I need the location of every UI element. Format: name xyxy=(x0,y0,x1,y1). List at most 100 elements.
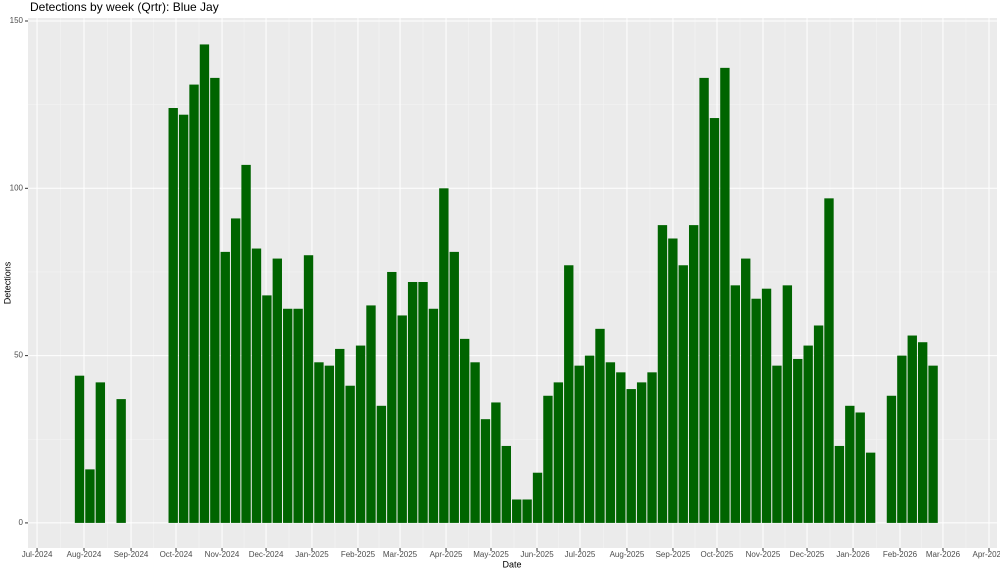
bar xyxy=(553,382,564,523)
bar xyxy=(293,308,303,523)
bar xyxy=(907,335,917,523)
bar xyxy=(418,281,428,523)
bar xyxy=(199,44,210,523)
bar xyxy=(616,372,626,523)
bar xyxy=(439,188,449,523)
bar xyxy=(314,362,324,523)
x-tick-label: Aug-2025 xyxy=(610,550,645,559)
bar xyxy=(855,412,865,523)
bar xyxy=(886,395,897,523)
bar xyxy=(803,345,813,523)
bar xyxy=(772,365,782,523)
bar xyxy=(85,469,95,523)
x-tick-label: Nov-2025 xyxy=(746,550,781,559)
x-tick-label: Jan-2025 xyxy=(295,550,329,559)
bar xyxy=(449,251,459,523)
bar xyxy=(897,355,907,523)
bar xyxy=(522,499,532,523)
bar xyxy=(210,77,220,523)
bar xyxy=(220,251,230,523)
bar xyxy=(678,265,688,523)
bar xyxy=(512,499,522,523)
x-tick-label: May-2025 xyxy=(473,550,509,559)
x-tick-label: Apr-2025 xyxy=(430,550,463,559)
bar xyxy=(491,402,501,523)
x-tick-label: Oct-2024 xyxy=(160,550,193,559)
bar xyxy=(688,225,699,523)
bar xyxy=(459,338,470,523)
bar xyxy=(761,288,772,523)
bar xyxy=(345,385,355,523)
bar xyxy=(397,315,407,523)
bar xyxy=(709,118,720,523)
bar xyxy=(813,325,824,523)
x-tick-label: Jun-2025 xyxy=(520,550,554,559)
bar xyxy=(647,372,657,523)
y-tick-label: 100 xyxy=(10,183,24,192)
bar xyxy=(241,164,251,523)
bar xyxy=(324,365,335,523)
bar xyxy=(262,295,272,523)
chart-title: Detections by week (Qrtr): Blue Jay xyxy=(30,0,219,14)
bar xyxy=(730,285,740,523)
bar xyxy=(189,84,199,523)
x-tick-label: Aug-2024 xyxy=(67,550,102,559)
x-tick-label: Dec-2024 xyxy=(249,550,284,559)
bar xyxy=(741,258,751,523)
bar xyxy=(480,419,491,523)
bar xyxy=(574,365,584,523)
bar xyxy=(74,375,85,523)
x-tick-label: Apr-2026 xyxy=(973,550,1000,559)
bar xyxy=(283,308,293,523)
x-tick-label: Mar-2026 xyxy=(926,550,961,559)
bar xyxy=(928,365,938,523)
bar xyxy=(428,308,439,523)
x-tick-label: Nov-2024 xyxy=(205,550,240,559)
y-tick-label: 0 xyxy=(19,518,24,527)
bar xyxy=(584,355,595,523)
bar xyxy=(636,382,647,523)
bar xyxy=(116,399,126,523)
x-tick-label: Jul-2024 xyxy=(22,550,53,559)
bar xyxy=(335,348,345,523)
bar xyxy=(168,108,178,523)
bar xyxy=(845,405,855,523)
bar xyxy=(751,298,761,523)
bar xyxy=(595,328,605,523)
bar xyxy=(95,382,106,523)
x-tick-label: Sep-2024 xyxy=(114,550,149,559)
bar xyxy=(376,405,387,523)
x-tick-label: Feb-2025 xyxy=(341,550,376,559)
bar xyxy=(865,452,876,523)
bar xyxy=(917,342,928,523)
bar xyxy=(793,358,803,523)
bar xyxy=(501,445,511,523)
x-tick-label: Oct-2025 xyxy=(701,550,734,559)
bar xyxy=(387,271,397,523)
bar xyxy=(366,305,376,523)
x-tick-label: Dec-2025 xyxy=(790,550,825,559)
bar xyxy=(230,218,241,523)
bar xyxy=(699,77,709,523)
bar xyxy=(657,225,668,523)
bar xyxy=(303,255,314,523)
bar xyxy=(272,258,282,523)
x-tick-label: Jan-2026 xyxy=(836,550,870,559)
bar xyxy=(532,472,543,523)
bar xyxy=(720,67,730,523)
bar xyxy=(605,362,616,523)
bar xyxy=(564,265,574,523)
y-tick-label: 50 xyxy=(14,351,23,360)
bar xyxy=(834,445,845,523)
x-tick-label: Jul-2025 xyxy=(565,550,596,559)
y-tick-label: 150 xyxy=(10,16,24,25)
bar xyxy=(407,281,418,523)
x-tick-label: Feb-2026 xyxy=(883,550,918,559)
x-tick-label: Mar-2025 xyxy=(383,550,418,559)
x-tick-label: Sep-2025 xyxy=(656,550,691,559)
y-axis-title: Detections xyxy=(2,261,12,304)
bar xyxy=(626,389,636,523)
bar xyxy=(543,395,553,523)
bar xyxy=(782,285,793,523)
